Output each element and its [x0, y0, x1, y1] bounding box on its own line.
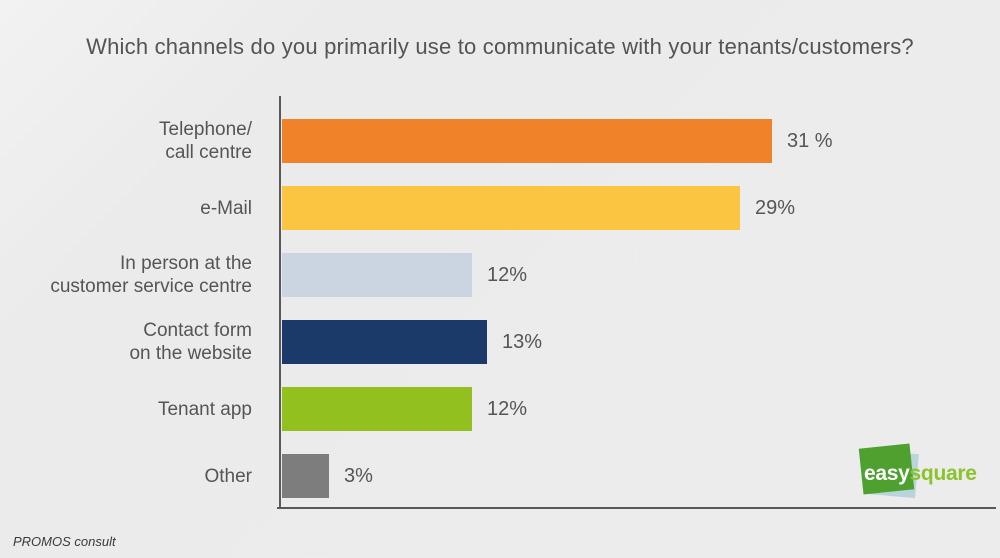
- category-label-other: Other: [204, 465, 252, 487]
- bar-row: Other 3%: [0, 454, 1000, 498]
- logo-text-easy: easy: [864, 462, 910, 485]
- source-credit: PROMOS consult: [13, 534, 116, 549]
- y-axis-line: [279, 96, 281, 508]
- bar-row: In person at the customer service centre 1…: [0, 253, 1000, 297]
- x-axis-line: [277, 507, 996, 509]
- value-label-contact-form-website: 13%: [502, 330, 543, 353]
- bar-telephone-call-centre: [282, 119, 772, 163]
- value-label-e-mail: 29%: [755, 196, 796, 219]
- value-label-in-person-customer-service-centre: 12%: [487, 263, 528, 286]
- bar-row: Tenant app 12%: [0, 387, 1000, 431]
- value-label-other: 3%: [344, 464, 373, 487]
- logo-wordmark: easysquare: [864, 462, 977, 486]
- category-label-tenant-app: Tenant app: [157, 398, 252, 420]
- category-label-contact-form-website: Contact form on the website: [129, 320, 252, 364]
- chart-title: Which channels do you primarily use to c…: [86, 34, 914, 59]
- category-label-in-person-customer-service-centre: In person at the customer service centre: [50, 253, 252, 297]
- easysquare-logo: easysquare: [858, 442, 978, 502]
- value-label-tenant-app: 12%: [487, 397, 528, 420]
- bar-row: e-Mail 29%: [0, 186, 1000, 230]
- logo-text-square: square: [909, 462, 977, 485]
- value-label-telephone-call-centre: 31 %: [787, 129, 833, 152]
- bar-contact-form-website: [282, 320, 487, 364]
- bar-other: [282, 454, 329, 498]
- bar-row: Contact form on the website 13%: [0, 320, 1000, 364]
- category-label-e-mail: e-Mail: [200, 197, 252, 219]
- bar-row: Telephone/call centre 31 %: [0, 119, 1000, 163]
- bar-tenant-app: [282, 387, 472, 431]
- category-label-telephone-call-centre: Telephone/call centre: [159, 119, 252, 163]
- bar-e-mail: [282, 186, 740, 230]
- bar-in-person-customer-service-centre: [282, 253, 472, 297]
- bar-chart: Telephone/call centre 31 % e-Mail 29% In per…: [0, 119, 1000, 521]
